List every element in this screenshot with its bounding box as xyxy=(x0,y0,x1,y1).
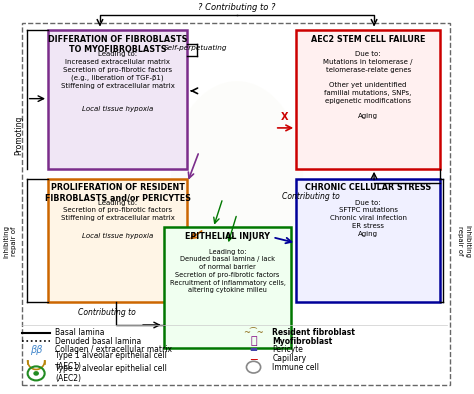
Text: ▬: ▬ xyxy=(250,346,257,355)
Text: Due to:
Mutations in telomerase /
telomerase-relate genes

Other yet unidentifie: Due to: Mutations in telomerase / telome… xyxy=(323,51,413,119)
Bar xyxy=(296,178,440,301)
Bar xyxy=(164,227,292,348)
Text: CHRONIC CELLULAR STRESS: CHRONIC CELLULAR STRESS xyxy=(305,183,431,192)
Text: Leading to:
Increased extracellular matrix
Secretion of pro-fibrotic factors
(e.: Leading to: Increased extracellular matr… xyxy=(61,51,174,89)
Text: Inhibiting
repair of: Inhibiting repair of xyxy=(4,225,17,258)
Text: Pericyte: Pericyte xyxy=(273,346,303,355)
Text: Basal lamina: Basal lamina xyxy=(55,328,105,337)
Text: Immune cell: Immune cell xyxy=(273,362,319,372)
Text: Leading to:
Secretion of pro-fibrotic factors
Stiffening of extracellular matrix: Leading to: Secretion of pro-fibrotic fa… xyxy=(61,200,174,221)
Text: Local tissue hypoxia: Local tissue hypoxia xyxy=(82,232,153,239)
Text: Leading to:
Denuded basal lamina / lack
of normal barrier
Secretion of pro-fibro: Leading to: Denuded basal lamina / lack … xyxy=(170,249,285,293)
Text: Type 2 alveolar epithelial cell
(AEC2): Type 2 alveolar epithelial cell (AEC2) xyxy=(55,364,167,383)
Bar xyxy=(296,30,440,169)
Text: AEC2 STEM CELL FAILURE: AEC2 STEM CELL FAILURE xyxy=(311,35,425,44)
Text: X: X xyxy=(281,112,288,122)
Ellipse shape xyxy=(171,81,303,268)
Text: ? Contributing to ?: ? Contributing to ? xyxy=(198,3,276,11)
Text: DIFFERATION OF FIBROBLASTS
TO MYOFIBROBLASTS: DIFFERATION OF FIBROBLASTS TO MYOFIBROBL… xyxy=(48,35,187,54)
Text: ~⁀~: ~⁀~ xyxy=(243,328,264,337)
Text: Myofibroblast: Myofibroblast xyxy=(273,337,333,346)
Text: Resident fibroblast: Resident fibroblast xyxy=(273,328,356,337)
Text: Capillary: Capillary xyxy=(273,354,307,363)
Text: Denuded basal lamina: Denuded basal lamina xyxy=(55,337,141,346)
Text: EPITHELIAL INJURY: EPITHELIAL INJURY xyxy=(185,232,270,241)
Text: ─: ─ xyxy=(250,353,257,364)
Text: Contributing to: Contributing to xyxy=(78,308,136,317)
Text: PROLIFERATION OF RESIDENT
FIBROBLASTS and/or PERICYTES: PROLIFERATION OF RESIDENT FIBROBLASTS an… xyxy=(45,183,191,203)
Text: ⨦: ⨦ xyxy=(250,336,257,346)
Text: ββ: ββ xyxy=(30,345,42,355)
Text: Inhibiting
repair of: Inhibiting repair of xyxy=(457,225,470,258)
Text: Self-perpetuating: Self-perpetuating xyxy=(164,45,227,51)
Bar xyxy=(48,30,187,169)
Text: Promoting: Promoting xyxy=(14,116,23,155)
Text: Due to:
SFTPC mutations
Chronic viral infection
ER stress
Aging: Due to: SFTPC mutations Chronic viral in… xyxy=(329,200,407,237)
Text: Local tissue hypoxia: Local tissue hypoxia xyxy=(82,106,153,112)
Circle shape xyxy=(33,371,39,376)
Text: Type 1 alveolar epithelial cell
(AEC1): Type 1 alveolar epithelial cell (AEC1) xyxy=(55,351,167,371)
Bar xyxy=(48,178,187,301)
Text: Contributing to: Contributing to xyxy=(282,192,340,201)
Text: Collagen / extracellular matrix: Collagen / extracellular matrix xyxy=(55,346,172,355)
